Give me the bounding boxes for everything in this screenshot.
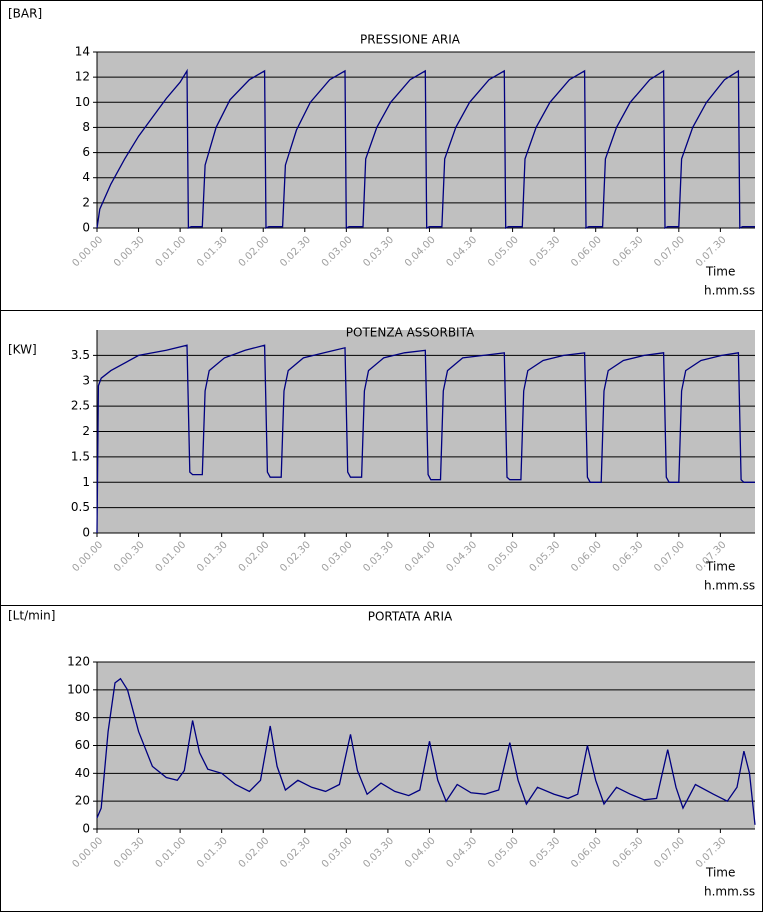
x-tick-label: 0.00.00 <box>70 539 105 574</box>
chart-title: PORTATA ARIA <box>368 610 453 624</box>
x-tick-label: 0.06.30 <box>611 539 646 574</box>
x-tick-label: 0.01.00 <box>154 539 189 574</box>
x-tick-label: 0.00.30 <box>112 539 147 574</box>
y-tick-label: 120 <box>67 655 90 669</box>
x-tick-label: 0.01.00 <box>154 234 189 269</box>
x-tick-label: 0.00.00 <box>70 835 105 870</box>
x-tick-label: 0.02.00 <box>237 835 272 870</box>
x-tick-label: 0.00.30 <box>112 234 147 269</box>
x-tick-label: 0.07.00 <box>652 234 687 269</box>
y-tick-label: 14 <box>75 45 90 59</box>
x-tick-label: 0.01.30 <box>195 234 230 269</box>
x-tick-label: 0.01.30 <box>195 835 230 870</box>
x-tick-label: 0.06.00 <box>569 234 604 269</box>
y-tick-label: 2 <box>82 195 90 209</box>
y-tick-label: 2 <box>82 424 90 438</box>
x-tick-label: 0.06.30 <box>611 234 646 269</box>
x-tick-label: 0.04.00 <box>403 234 438 269</box>
y-tick-label: 6 <box>82 145 90 159</box>
x-axis-label: Time <box>705 866 735 880</box>
x-tick-label: 0.03.30 <box>361 835 396 870</box>
x-tick-label: 0.00.30 <box>112 835 147 870</box>
y-tick-label: 1 <box>82 475 90 489</box>
x-tick-label: 0.04.30 <box>444 234 479 269</box>
x-tick-label: 0.05.30 <box>528 234 563 269</box>
x-tick-label: 0.06.00 <box>569 835 604 870</box>
y-axis-label: [Lt/min] <box>8 609 55 623</box>
y-tick-label: 40 <box>75 766 90 780</box>
data-line <box>96 68 755 230</box>
x-tick-label: 0.03.00 <box>320 234 355 269</box>
data-line <box>96 344 755 534</box>
y-tick-label: 80 <box>75 710 90 724</box>
x-axis-label: Time <box>705 265 735 279</box>
x-axis-label: Time <box>705 560 735 574</box>
x-tick-label: 0.07.00 <box>652 539 687 574</box>
y-tick-label: 2.5 <box>71 399 90 413</box>
y-tick-label: 0 <box>82 526 90 540</box>
y-tick-label: 100 <box>67 682 90 696</box>
x-axis-unit: h.mm.ss <box>704 885 755 899</box>
x-tick-label: 0.03.00 <box>320 539 355 574</box>
y-tick-label: 3.5 <box>71 348 90 362</box>
x-tick-label: 0.06.00 <box>569 539 604 574</box>
x-tick-label: 0.04.00 <box>403 539 438 574</box>
x-tick-label: 0.06.30 <box>611 835 646 870</box>
y-axis-label: [BAR] <box>8 7 42 21</box>
x-tick-label: 0.02.00 <box>237 539 272 574</box>
x-tick-label: 0.00.00 <box>70 234 105 269</box>
x-tick-label: 0.04.00 <box>403 835 438 870</box>
x-tick-label: 0.02.00 <box>237 234 272 269</box>
y-tick-label: 12 <box>75 70 90 84</box>
x-tick-label: 0.03.30 <box>361 234 396 269</box>
x-tick-label: 0.05.00 <box>486 539 521 574</box>
y-tick-label: 10 <box>75 95 90 109</box>
x-tick-label: 0.03.00 <box>320 835 355 870</box>
y-tick-label: 60 <box>75 738 90 752</box>
y-tick-label: 8 <box>82 120 90 134</box>
x-tick-label: 0.02.30 <box>278 234 313 269</box>
y-tick-label: 1.5 <box>71 449 90 463</box>
x-tick-label: 0.04.30 <box>444 835 479 870</box>
x-tick-label: 0.05.30 <box>528 835 563 870</box>
x-tick-label: 0.04.30 <box>444 539 479 574</box>
y-tick-label: 4 <box>82 170 90 184</box>
x-tick-label: 0.02.30 <box>278 539 313 574</box>
x-tick-label: 0.05.00 <box>486 835 521 870</box>
x-axis-unit: h.mm.ss <box>704 579 755 593</box>
x-tick-label: 0.03.30 <box>361 539 396 574</box>
y-tick-label: 3 <box>82 373 90 387</box>
x-tick-label: 0.07.00 <box>652 835 687 870</box>
x-tick-label: 0.01.00 <box>154 835 189 870</box>
chart-title: POTENZA ASSORBITA <box>346 326 475 340</box>
y-tick-label: 20 <box>75 794 90 808</box>
y-tick-label: 0.5 <box>71 500 90 514</box>
x-tick-label: 0.05.30 <box>528 539 563 574</box>
x-tick-label: 0.01.30 <box>195 539 230 574</box>
data-line <box>96 677 756 825</box>
y-tick-label: 0 <box>82 221 90 235</box>
y-tick-label: 0 <box>82 822 90 836</box>
x-tick-label: 0.05.00 <box>486 234 521 269</box>
x-axis-unit: h.mm.ss <box>704 284 755 298</box>
x-tick-label: 0.02.30 <box>278 835 313 870</box>
y-axis-label: [KW] <box>8 343 37 357</box>
chart-title: PRESSIONE ARIA <box>360 33 461 47</box>
